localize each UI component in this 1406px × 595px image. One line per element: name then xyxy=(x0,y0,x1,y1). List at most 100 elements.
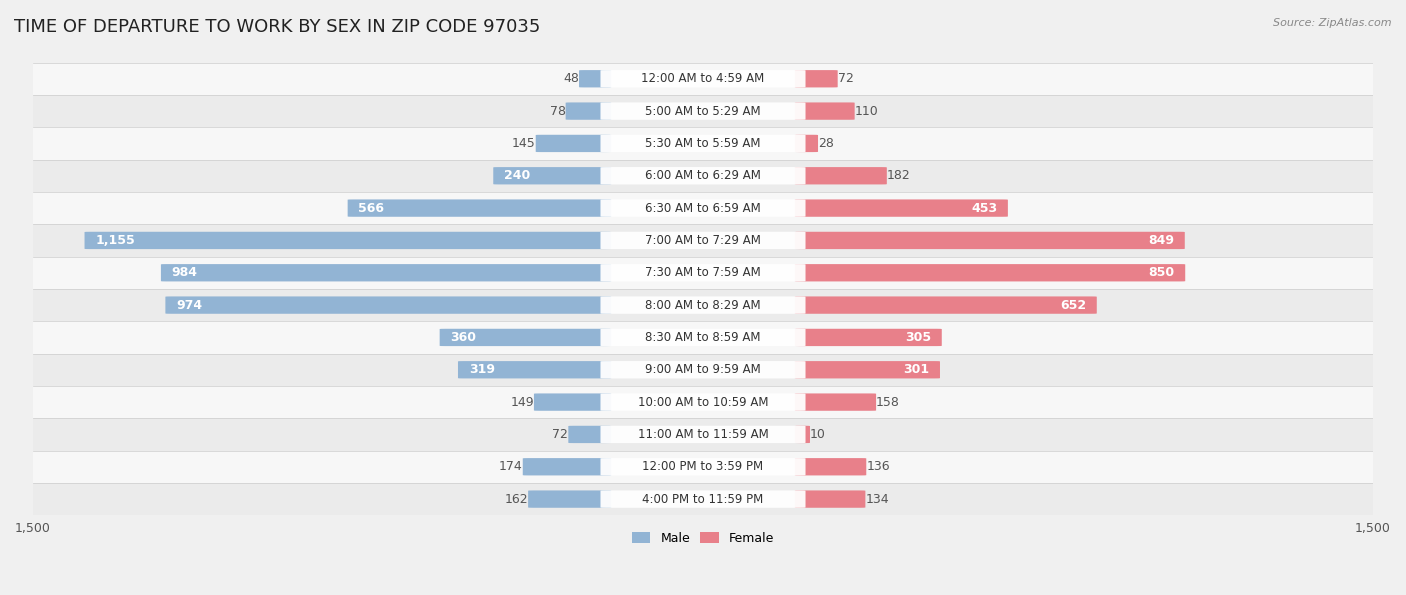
Text: 240: 240 xyxy=(503,169,530,182)
Bar xyxy=(32,159,1374,192)
Bar xyxy=(32,224,1374,256)
Text: 305: 305 xyxy=(905,331,931,344)
Text: 12:00 PM to 3:59 PM: 12:00 PM to 3:59 PM xyxy=(643,461,763,473)
FancyBboxPatch shape xyxy=(794,199,1008,217)
Text: 5:00 AM to 5:29 AM: 5:00 AM to 5:29 AM xyxy=(645,105,761,118)
Text: 360: 360 xyxy=(450,331,477,344)
Bar xyxy=(32,418,1374,450)
Text: 849: 849 xyxy=(1149,234,1174,247)
FancyBboxPatch shape xyxy=(600,70,806,87)
Text: 8:00 AM to 8:29 AM: 8:00 AM to 8:29 AM xyxy=(645,299,761,312)
Text: 134: 134 xyxy=(865,493,889,506)
FancyBboxPatch shape xyxy=(529,490,612,508)
Text: 7:00 AM to 7:29 AM: 7:00 AM to 7:29 AM xyxy=(645,234,761,247)
FancyBboxPatch shape xyxy=(458,361,612,378)
Text: 162: 162 xyxy=(505,493,529,506)
FancyBboxPatch shape xyxy=(84,232,612,249)
FancyBboxPatch shape xyxy=(600,426,806,443)
Bar xyxy=(32,62,1374,95)
Text: TIME OF DEPARTURE TO WORK BY SEX IN ZIP CODE 97035: TIME OF DEPARTURE TO WORK BY SEX IN ZIP … xyxy=(14,18,540,36)
Text: 110: 110 xyxy=(855,105,879,118)
FancyBboxPatch shape xyxy=(166,296,612,314)
Text: 78: 78 xyxy=(550,105,565,118)
Text: 974: 974 xyxy=(176,299,202,312)
Bar xyxy=(32,192,1374,224)
Bar xyxy=(32,483,1374,515)
FancyBboxPatch shape xyxy=(160,264,612,281)
FancyBboxPatch shape xyxy=(794,490,865,508)
FancyBboxPatch shape xyxy=(600,361,806,378)
Text: 5:30 AM to 5:59 AM: 5:30 AM to 5:59 AM xyxy=(645,137,761,150)
Text: Source: ZipAtlas.com: Source: ZipAtlas.com xyxy=(1274,18,1392,28)
FancyBboxPatch shape xyxy=(534,393,612,411)
Text: 301: 301 xyxy=(903,364,929,376)
FancyBboxPatch shape xyxy=(600,264,806,281)
Bar xyxy=(32,95,1374,127)
Text: 984: 984 xyxy=(172,267,198,279)
FancyBboxPatch shape xyxy=(600,329,806,346)
Text: 182: 182 xyxy=(887,169,911,182)
Text: 136: 136 xyxy=(866,461,890,473)
Bar xyxy=(32,353,1374,386)
FancyBboxPatch shape xyxy=(794,70,838,87)
Bar xyxy=(32,321,1374,353)
FancyBboxPatch shape xyxy=(794,135,818,152)
FancyBboxPatch shape xyxy=(523,458,612,475)
FancyBboxPatch shape xyxy=(794,361,941,378)
Text: 158: 158 xyxy=(876,396,900,409)
Text: 28: 28 xyxy=(818,137,834,150)
FancyBboxPatch shape xyxy=(565,102,612,120)
FancyBboxPatch shape xyxy=(568,426,612,443)
Text: 7:30 AM to 7:59 AM: 7:30 AM to 7:59 AM xyxy=(645,267,761,279)
Legend: Male, Female: Male, Female xyxy=(627,527,779,550)
FancyBboxPatch shape xyxy=(600,393,806,411)
FancyBboxPatch shape xyxy=(794,102,855,120)
FancyBboxPatch shape xyxy=(440,329,612,346)
Text: 453: 453 xyxy=(972,202,997,215)
Bar xyxy=(32,127,1374,159)
FancyBboxPatch shape xyxy=(794,167,887,184)
FancyBboxPatch shape xyxy=(494,167,612,184)
Text: 72: 72 xyxy=(838,72,853,85)
Text: 566: 566 xyxy=(359,202,384,215)
Text: 6:00 AM to 6:29 AM: 6:00 AM to 6:29 AM xyxy=(645,169,761,182)
Text: 149: 149 xyxy=(510,396,534,409)
Text: 6:30 AM to 6:59 AM: 6:30 AM to 6:59 AM xyxy=(645,202,761,215)
Text: 9:00 AM to 9:59 AM: 9:00 AM to 9:59 AM xyxy=(645,364,761,376)
FancyBboxPatch shape xyxy=(794,329,942,346)
FancyBboxPatch shape xyxy=(600,296,806,314)
Text: 174: 174 xyxy=(499,461,523,473)
FancyBboxPatch shape xyxy=(794,426,810,443)
FancyBboxPatch shape xyxy=(600,458,806,475)
FancyBboxPatch shape xyxy=(600,490,806,508)
Text: 1,155: 1,155 xyxy=(96,234,135,247)
FancyBboxPatch shape xyxy=(600,199,806,217)
Bar xyxy=(32,386,1374,418)
FancyBboxPatch shape xyxy=(600,232,806,249)
FancyBboxPatch shape xyxy=(347,199,612,217)
FancyBboxPatch shape xyxy=(794,264,1185,281)
FancyBboxPatch shape xyxy=(794,296,1097,314)
FancyBboxPatch shape xyxy=(794,458,866,475)
Text: 10: 10 xyxy=(810,428,825,441)
Bar xyxy=(32,256,1374,289)
Text: 11:00 AM to 11:59 AM: 11:00 AM to 11:59 AM xyxy=(638,428,768,441)
Text: 8:30 AM to 8:59 AM: 8:30 AM to 8:59 AM xyxy=(645,331,761,344)
FancyBboxPatch shape xyxy=(600,135,806,152)
FancyBboxPatch shape xyxy=(794,232,1185,249)
FancyBboxPatch shape xyxy=(600,167,806,184)
Bar xyxy=(32,450,1374,483)
Text: 850: 850 xyxy=(1149,267,1174,279)
FancyBboxPatch shape xyxy=(536,135,612,152)
Text: 10:00 AM to 10:59 AM: 10:00 AM to 10:59 AM xyxy=(638,396,768,409)
Text: 72: 72 xyxy=(553,428,568,441)
Text: 319: 319 xyxy=(468,364,495,376)
Bar xyxy=(32,289,1374,321)
Text: 145: 145 xyxy=(512,137,536,150)
FancyBboxPatch shape xyxy=(579,70,612,87)
Text: 48: 48 xyxy=(564,72,579,85)
Text: 652: 652 xyxy=(1060,299,1085,312)
FancyBboxPatch shape xyxy=(600,102,806,120)
FancyBboxPatch shape xyxy=(794,393,876,411)
Text: 12:00 AM to 4:59 AM: 12:00 AM to 4:59 AM xyxy=(641,72,765,85)
